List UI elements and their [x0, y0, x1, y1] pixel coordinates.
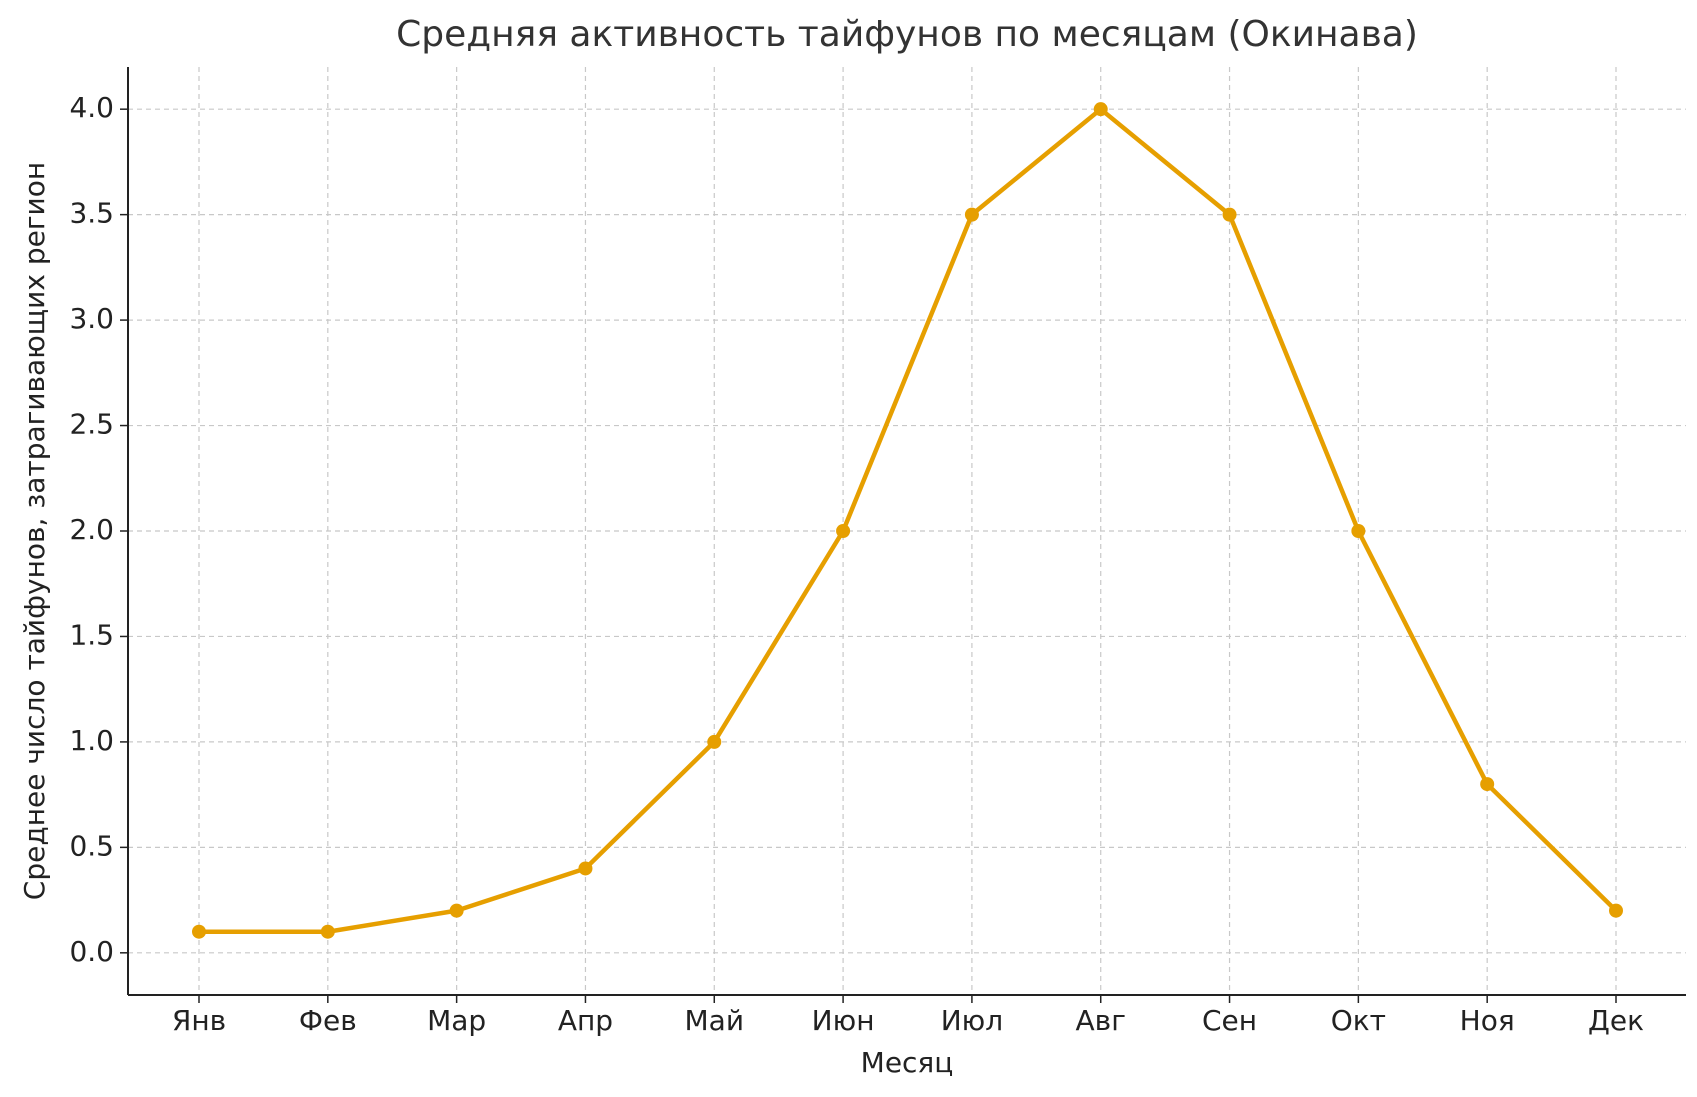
y-tick-label: 0.0 — [69, 935, 114, 968]
point — [964, 207, 979, 222]
x-tick-label: Июн — [812, 1004, 875, 1037]
point — [836, 524, 851, 538]
point — [1609, 903, 1623, 918]
point — [1222, 207, 1237, 222]
point — [320, 924, 335, 939]
x-tick-label: Май — [685, 1004, 745, 1037]
point — [1480, 777, 1495, 792]
x-tick-label: Дек — [1588, 1004, 1644, 1037]
point — [449, 903, 464, 918]
y-tick-label: 1.5 — [69, 618, 114, 651]
point — [1093, 102, 1108, 117]
point — [1351, 524, 1366, 538]
x-tick-label: Сен — [1202, 1004, 1257, 1037]
x-tick-label: Июл — [941, 1004, 1003, 1037]
x-tick-label: Мар — [427, 1004, 486, 1037]
x-tick-label: Ноя — [1460, 1004, 1515, 1037]
y-tick-label: 3.0 — [69, 302, 114, 335]
y-tick-label: 1.0 — [69, 724, 114, 757]
line — [199, 106, 1618, 934]
x-tick-label: Фев — [299, 1004, 357, 1037]
x-tick-label: Авг — [1076, 1004, 1126, 1037]
y-tick-label: 0.5 — [69, 829, 114, 862]
y-tick-label: 4.0 — [69, 91, 114, 124]
y-axis-label: Среднее число тайфунов, затрагивающих ре… — [18, 162, 51, 900]
point — [192, 924, 206, 939]
y-tick-label: 2.0 — [69, 513, 114, 546]
x-tick-label: Окт — [1331, 1004, 1386, 1037]
x-tick-label: Янв — [172, 1004, 226, 1037]
x-tick-label: Апр — [558, 1004, 613, 1037]
y-tick-label: 3.5 — [69, 197, 114, 230]
chart-title: Средняя активность тайфунов по месяцам (… — [396, 14, 1418, 55]
y-tick-label: 2.5 — [69, 408, 114, 441]
x-axis-label: Месяц — [861, 1046, 954, 1079]
point — [578, 861, 593, 876]
point — [707, 734, 722, 749]
